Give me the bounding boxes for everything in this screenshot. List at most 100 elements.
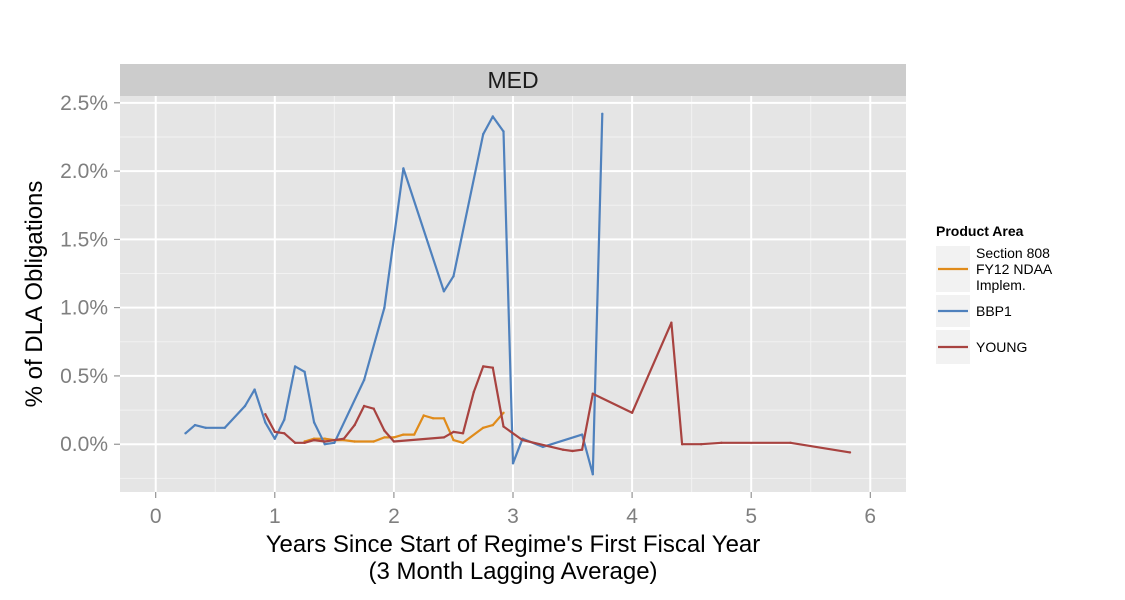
data-point-section-808-fy12-ndaa-implem xyxy=(372,440,375,443)
x-axis-title-line1: Years Since Start of Regime's First Fisc… xyxy=(266,531,761,558)
data-point-bbp1 xyxy=(253,388,256,391)
data-point-section-808-fy12-ndaa-implem xyxy=(323,437,326,440)
data-point-bbp1 xyxy=(184,432,187,435)
data-point-bbp1 xyxy=(580,433,584,436)
data-point-young xyxy=(283,432,286,435)
legend-label: Implem. xyxy=(976,277,1026,293)
data-point-section-808-fy12-ndaa-implem xyxy=(432,417,435,420)
data-point-bbp1 xyxy=(264,421,267,424)
data-point-bbp1 xyxy=(312,421,316,424)
data-point-bbp1 xyxy=(204,426,207,429)
data-point-young xyxy=(580,448,584,451)
data-point-bbp1 xyxy=(442,290,446,293)
data-point-bbp1 xyxy=(243,404,247,408)
legend-label: BBP1 xyxy=(976,303,1012,319)
data-point-young xyxy=(720,441,723,444)
series-line-bbp1 xyxy=(184,113,604,476)
data-point-young xyxy=(452,430,455,434)
data-point-young xyxy=(442,436,446,439)
data-point-section-808-fy12-ndaa-implem xyxy=(461,441,465,444)
data-point-young xyxy=(521,438,524,442)
facet-title: MED xyxy=(487,67,538,93)
data-point-bbp1 xyxy=(511,462,515,465)
data-point-section-808-fy12-ndaa-implem xyxy=(502,411,505,414)
data-point-section-808-fy12-ndaa-implem xyxy=(442,417,446,420)
legend-entry: YOUNG xyxy=(936,330,1027,364)
data-point-young xyxy=(342,437,346,440)
data-point-section-808-fy12-ndaa-implem xyxy=(353,440,356,443)
data-point-young xyxy=(571,449,574,453)
data-point-section-808-fy12-ndaa-implem xyxy=(491,423,494,427)
data-point-bbp1 xyxy=(452,275,455,278)
data-point-bbp1 xyxy=(283,418,286,421)
data-point-bbp1 xyxy=(293,365,297,368)
x-axis-title-line2: (3 Month Lagging Average) xyxy=(368,558,657,585)
y-tick-label: 1.5% xyxy=(60,228,108,251)
x-tick-label: 6 xyxy=(864,505,876,528)
data-point-section-808-fy12-ndaa-implem xyxy=(452,438,455,442)
data-point-young xyxy=(372,407,375,410)
data-point-bbp1 xyxy=(491,115,494,118)
series-line-young xyxy=(264,321,851,454)
data-point-young xyxy=(630,411,634,414)
data-point-young xyxy=(383,429,386,432)
data-point-young xyxy=(312,438,316,442)
data-point-young xyxy=(848,451,852,454)
data-point-section-808-fy12-ndaa-implem xyxy=(422,414,425,417)
major-gridlines xyxy=(120,96,906,492)
data-point-young xyxy=(502,425,505,428)
x-tick-label: 1 xyxy=(269,505,281,528)
y-axis: 0.0% 0.5% 1.0% 1.5% 2.0% 2.5% xyxy=(60,92,120,456)
data-point-young xyxy=(293,441,297,444)
data-point-young xyxy=(323,440,326,443)
x-tick-label: 5 xyxy=(745,505,757,528)
data-point-young xyxy=(789,441,792,444)
data-point-bbp1 xyxy=(591,473,594,476)
data-point-bbp1 xyxy=(333,441,336,444)
y-axis-title: % of DLA Obligations xyxy=(21,181,48,408)
legend-label: FY12 NDAA xyxy=(976,261,1053,277)
y-tick-label: 1.0% xyxy=(60,297,108,320)
data-point-young xyxy=(472,391,475,394)
data-point-bbp1 xyxy=(362,378,366,382)
data-point-section-808-fy12-ndaa-implem xyxy=(482,426,485,429)
data-point-young xyxy=(353,423,356,427)
data-point-section-808-fy12-ndaa-implem xyxy=(413,433,416,436)
data-point-bbp1 xyxy=(541,445,544,449)
data-point-bbp1 xyxy=(402,167,405,170)
x-axis: 0 1 2 3 4 5 6 xyxy=(150,492,876,528)
series-lines xyxy=(184,112,852,476)
data-point-young xyxy=(362,404,366,408)
data-point-bbp1 xyxy=(482,133,485,136)
data-point-young xyxy=(482,365,485,368)
data-point-young xyxy=(680,443,684,446)
data-point-young xyxy=(561,448,565,451)
x-tick-label: 2 xyxy=(388,505,400,528)
legend-label: Section 808 xyxy=(976,245,1050,261)
y-tick-label: 2.0% xyxy=(60,160,108,183)
data-point-section-808-fy12-ndaa-implem xyxy=(383,436,386,439)
y-tick-label: 0.0% xyxy=(60,433,108,456)
data-point-bbp1 xyxy=(502,130,505,133)
data-point-young xyxy=(491,366,494,369)
data-point-young xyxy=(303,441,306,444)
y-tick-label: 0.5% xyxy=(60,365,108,388)
data-point-bbp1 xyxy=(303,370,306,373)
data-point-section-808-fy12-ndaa-implem xyxy=(402,433,405,436)
y-tick-label: 2.5% xyxy=(60,92,108,115)
facet-strip xyxy=(120,64,906,96)
legend-title: Product Area xyxy=(936,223,1024,239)
data-point-young xyxy=(264,413,267,416)
x-tick-label: 0 xyxy=(150,505,162,528)
data-point-young xyxy=(591,392,594,395)
data-point-young xyxy=(670,321,673,324)
data-point-bbp1 xyxy=(193,423,197,427)
x-tick-label: 4 xyxy=(626,505,638,528)
data-point-young xyxy=(700,443,703,446)
data-point-bbp1 xyxy=(601,112,604,116)
data-point-young xyxy=(273,430,276,434)
data-point-bbp1 xyxy=(383,306,386,309)
x-tick-label: 3 xyxy=(507,505,519,528)
